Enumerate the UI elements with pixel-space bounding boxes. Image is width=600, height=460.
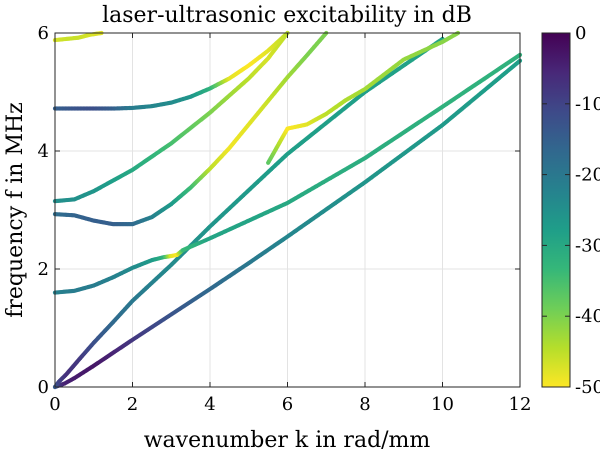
series-branch-5: [52, 30, 290, 204]
y-tick-label: 4: [38, 141, 49, 162]
chart-title: laser-ultrasonic excitability in dB: [102, 3, 472, 28]
colorbar: [541, 32, 571, 388]
colorbar-tick-label: 0: [575, 23, 586, 44]
x-tick-label: 12: [509, 394, 532, 415]
x-tick-label: 6: [282, 394, 293, 415]
y-tick-label: 2: [38, 259, 49, 280]
colorbar-tick-label: -40: [575, 306, 600, 327]
series-branch-3: [52, 52, 523, 295]
y-tick-label: 0: [38, 377, 49, 398]
x-ticks: 0 2 4 6 8 10 12: [49, 33, 531, 415]
x-axis-label: wavenumber k in rad/mm: [144, 428, 431, 453]
x-tick-label: 8: [359, 394, 370, 415]
y-axis-label: frequency f in MHz: [3, 102, 28, 318]
colorbar-tick-label: -30: [575, 235, 600, 256]
y-ticks: 0 2 4 6: [38, 23, 520, 398]
y-tick-label: 6: [38, 23, 49, 44]
series-branch-6: [52, 30, 290, 111]
x-tick-label: 0: [49, 394, 60, 415]
series-layer: [52, 30, 523, 390]
series-branch-4: [52, 30, 329, 227]
series-branch-1: [52, 58, 523, 390]
colorbar-tick-label: -50: [575, 377, 600, 398]
x-tick-label: 10: [431, 394, 454, 415]
colorbar-ticks: 0 -10 -20 -30 -40 -50: [542, 23, 600, 398]
x-tick-label: 4: [204, 394, 215, 415]
x-tick-label: 2: [127, 394, 138, 415]
colorbar-tick-label: -20: [575, 165, 600, 186]
colorbar-tick-label: -10: [575, 94, 600, 115]
